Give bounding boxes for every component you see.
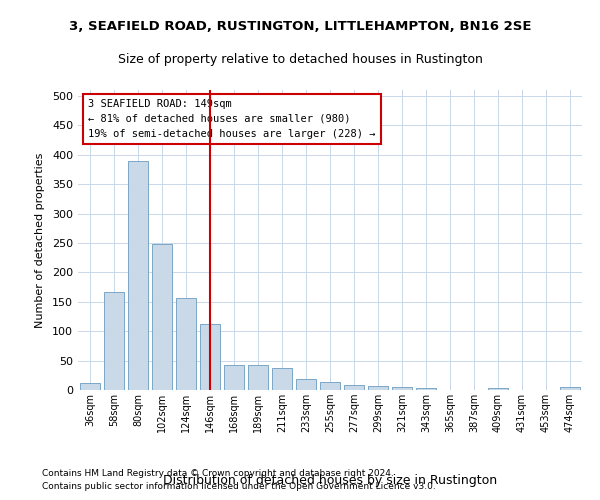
Bar bbox=[416, 388, 436, 390]
Bar bbox=[80, 383, 100, 390]
Bar bbox=[248, 366, 268, 390]
Bar bbox=[152, 244, 172, 390]
Bar bbox=[200, 324, 220, 390]
Text: Size of property relative to detached houses in Rustington: Size of property relative to detached ho… bbox=[118, 52, 482, 66]
Bar bbox=[488, 388, 508, 390]
Text: 3, SEAFIELD ROAD, RUSTINGTON, LITTLEHAMPTON, BN16 2SE: 3, SEAFIELD ROAD, RUSTINGTON, LITTLEHAMP… bbox=[69, 20, 531, 33]
Bar bbox=[104, 292, 124, 390]
Y-axis label: Number of detached properties: Number of detached properties bbox=[35, 152, 45, 328]
Text: Contains HM Land Registry data © Crown copyright and database right 2024.: Contains HM Land Registry data © Crown c… bbox=[42, 468, 394, 477]
Bar bbox=[560, 387, 580, 390]
Bar bbox=[176, 298, 196, 390]
Bar bbox=[272, 368, 292, 390]
Bar bbox=[224, 366, 244, 390]
Text: Contains public sector information licensed under the Open Government Licence v3: Contains public sector information licen… bbox=[42, 482, 436, 491]
Bar bbox=[296, 380, 316, 390]
Bar bbox=[368, 386, 388, 390]
Bar bbox=[128, 160, 148, 390]
Text: 3 SEAFIELD ROAD: 149sqm
← 81% of detached houses are smaller (980)
19% of semi-d: 3 SEAFIELD ROAD: 149sqm ← 81% of detache… bbox=[88, 99, 376, 138]
Bar bbox=[320, 382, 340, 390]
X-axis label: Distribution of detached houses by size in Rustington: Distribution of detached houses by size … bbox=[163, 474, 497, 487]
Bar bbox=[392, 387, 412, 390]
Bar bbox=[344, 386, 364, 390]
